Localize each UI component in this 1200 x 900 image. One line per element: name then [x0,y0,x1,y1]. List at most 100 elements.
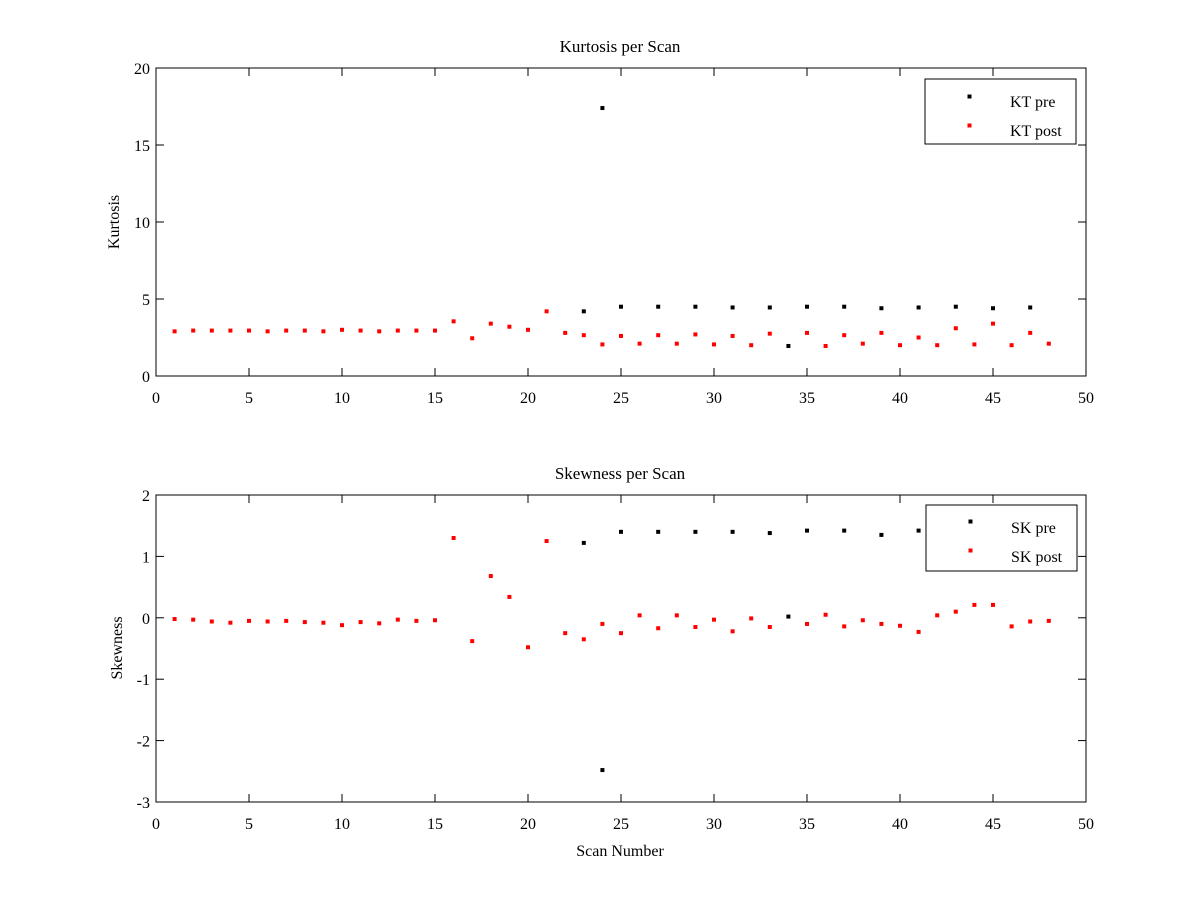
kurtosis-point-post [842,333,847,338]
skewness-x-tick-label: 15 [427,816,443,833]
skewness-point-pre [842,528,847,533]
kurtosis-ticks: 0 5 10 15 20 25 30 35 40 45 50 0 5 10 15 20 [134,61,1094,407]
skewness-point-post [767,625,772,630]
skewness-point-post [302,620,307,625]
skewness-point-post [972,602,977,607]
skewness-point-post [358,620,363,625]
skewness-point-pre [693,529,698,534]
skewness-point-post [377,621,382,626]
kurtosis-point-post [395,328,400,333]
kurtosis-point-post [1009,343,1014,348]
skewness-point-post [1028,619,1033,624]
skewness-point-post [656,626,661,631]
skewness-point-post [544,539,549,544]
skewness-point-post [507,594,512,599]
skewness-point-post [991,602,995,607]
skewness-point-post [228,620,233,625]
skewness-point-post [823,612,828,617]
skewness-point-post [395,617,400,622]
kurtosis-point-post [749,343,754,348]
kurtosis-point-pre [916,305,921,310]
skewness-ticks: 0 5 10 15 20 25 30 35 40 45 50 -3 -2 -1 0 1 2 [137,488,1094,833]
kurtosis-point-post [898,343,902,348]
skewness-x-axis-label: Scan Number [576,843,664,860]
skewness-point-post [488,574,493,579]
kurtosis-point-post [340,327,344,332]
kurtosis-y-tick-label: 10 [134,215,150,232]
skewness-point-post [321,620,326,625]
skewness-points [172,528,1051,773]
kurtosis-point-pre [767,305,772,310]
kurtosis-point-post [284,328,289,333]
kurtosis-legend-label-post: KT post [1010,123,1062,140]
skewness-point-post [172,617,177,622]
skewness-chart-title: Skewness per Scan [555,464,686,483]
kurtosis-point-pre [730,305,735,310]
skewness-point-post [619,631,623,636]
kurtosis-legend-marker-post [967,123,972,128]
kurtosis-point-post [656,333,661,338]
skewness-panel: Skewness per Scan 0 5 10 15 20 25 30 35 40 45 50-3… [109,464,1094,860]
skewness-point-post [265,619,270,624]
kurtosis-point-post [1028,330,1033,335]
skewness-y-tick-label: -1 [137,672,150,689]
skewness-x-tick-label: 5 [245,816,253,833]
skewness-legend: SK pre SK post [925,504,1078,572]
kurtosis-x-tick-label: 10 [334,390,350,407]
kurtosis-point-post [581,333,586,338]
skewness-point-pre [619,529,623,534]
kurtosis-point-post [991,321,995,326]
kurtosis-point-post [209,328,214,333]
skewness-point-post [284,618,289,623]
kurtosis-y-tick-label: 5 [142,292,150,309]
kurtosis-x-tick-label: 25 [613,390,629,407]
kurtosis-point-post [972,342,977,347]
skewness-point-post [693,625,698,630]
kurtosis-point-post [321,329,326,334]
kurtosis-x-tick-label: 30 [706,390,722,407]
kurtosis-point-post [693,332,698,337]
kurtosis-point-pre [581,309,586,314]
kurtosis-point-post [805,330,809,335]
skewness-point-post [860,618,865,623]
skewness-point-post [1009,624,1014,629]
kurtosis-point-post [247,328,251,333]
skewness-x-tick-label: 30 [706,816,722,833]
skewness-y-tick-label: 0 [142,611,150,628]
kurtosis-legend-box [924,78,1077,145]
skewness-point-post [749,616,754,621]
kurtosis-y-axis-label: Kurtosis [106,195,123,249]
skewness-point-post [433,618,437,623]
kurtosis-legend: KT pre KT post [924,78,1077,145]
kurtosis-y-tick-label: 15 [134,138,150,155]
kurtosis-point-post [265,329,270,334]
skewness-point-pre [767,531,772,536]
skewness-legend-box [925,504,1078,572]
skewness-point-post [581,637,586,642]
skewness-x-tick-label: 25 [613,816,629,833]
skewness-point-post [730,629,735,634]
skewness-x-tick-label: 10 [334,816,350,833]
skewness-point-post [637,613,642,618]
kurtosis-panel: Kurtosis per Scan 0 5 10 15 20 25 30 35 40 45 50 0 5… [106,37,1094,407]
skewness-y-tick-label: -2 [137,734,150,751]
kurtosis-point-post [619,333,623,338]
kurtosis-point-pre [656,304,661,309]
kurtosis-point-post [507,324,512,329]
kurtosis-legend-marker-pre [967,94,972,99]
kurtosis-point-post [712,342,716,347]
skewness-point-post [879,621,884,626]
skewness-point-post [953,609,958,614]
kurtosis-chart-title: Kurtosis per Scan [560,37,681,56]
kurtosis-legend-label-pre: KT pre [1010,94,1055,111]
kurtosis-point-post [600,342,605,347]
kurtosis-y-tick-label: 20 [134,61,150,78]
kurtosis-point-post [674,341,679,346]
skewness-legend-marker-pre [968,519,973,524]
skewness-y-tick-label: -3 [137,795,150,812]
kurtosis-y-tick-label: 0 [142,369,150,386]
skewness-y-axis-label: Skewness [109,616,126,679]
kurtosis-point-pre [879,306,884,311]
kurtosis-point-pre [1028,305,1033,310]
skewness-x-tick-label: 50 [1078,816,1094,833]
